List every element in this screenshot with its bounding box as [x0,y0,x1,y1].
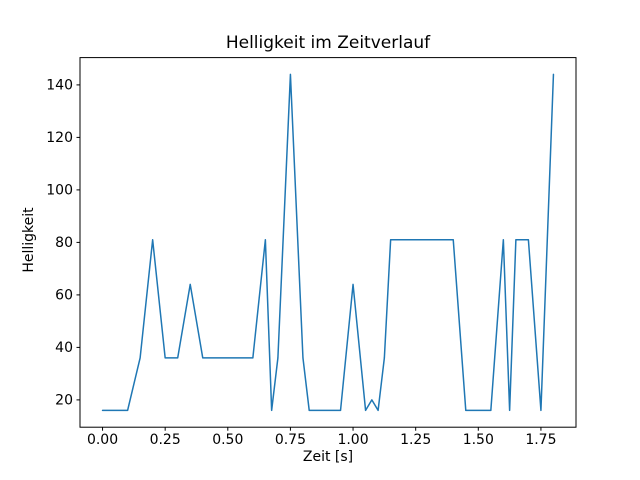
y-tick-label: 100 [46,182,73,198]
x-tick-label: 1.25 [400,432,431,448]
x-tick-label: 1.50 [463,432,494,448]
x-axis-label: Zeit [s] [302,449,354,465]
x-tick-label: 1.00 [337,432,368,448]
plot-frame [79,57,577,428]
chart-title: Helligkeit im Zeitverlauf [225,33,431,53]
x-tick-label: 0.00 [87,432,118,448]
y-tick-label: 40 [55,340,73,356]
y-axis-label: Helligkeit [21,207,37,273]
y-tick-label: 20 [55,392,73,408]
y-tick-label: 80 [55,235,73,251]
y-tick-label: 140 [46,77,73,93]
y-tick-label: 120 [46,130,73,146]
x-tick-label: 0.50 [212,432,243,448]
x-tick-label: 0.25 [150,432,181,448]
x-tick-label: 1.75 [525,432,556,448]
data-line [101,73,555,412]
x-tick-label: 0.75 [275,432,306,448]
y-tick-label: 60 [55,287,73,303]
